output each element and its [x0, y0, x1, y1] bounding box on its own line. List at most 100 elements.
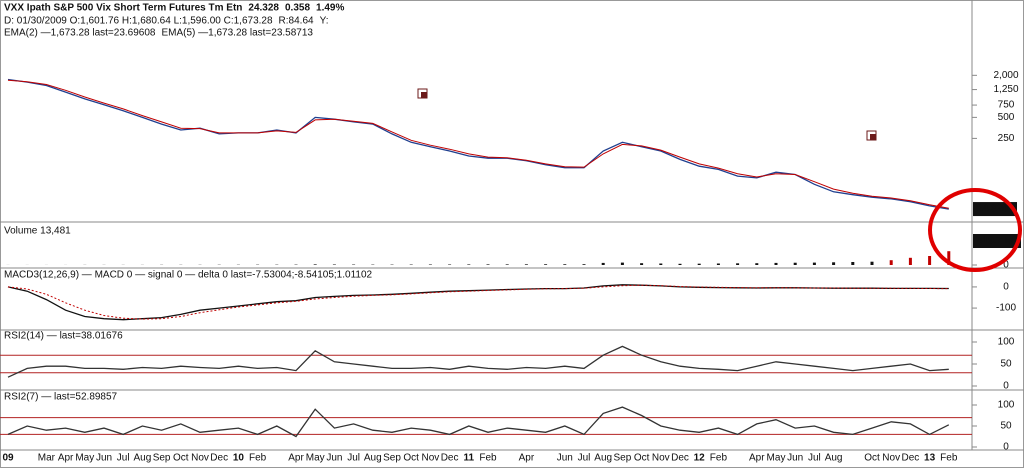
y-tick-label: 750 — [998, 100, 1015, 111]
legend-entry: EMA(5) —1,673.28 last=23.58713 — [161, 28, 313, 39]
x-tick-label: Nov — [191, 453, 209, 464]
y-tick-label: 0 — [1003, 260, 1009, 271]
ohlc-text: D: 01/30/2009 O:1,601.76 H:1,680.64 L:1,… — [4, 16, 273, 27]
x-tick-label: Feb — [479, 453, 497, 464]
x-tick-label: 12 — [694, 453, 706, 464]
volume-bar — [601, 262, 605, 265]
y-tick-label: 0 — [1003, 442, 1009, 453]
y-tick-label: 250 — [998, 133, 1015, 144]
last-value-label: 419.7 M — [977, 236, 1013, 247]
price-change-pct: 1.49% — [316, 3, 344, 14]
x-tick-label: 11 — [464, 453, 475, 464]
panel-title: RSI2(7) — last=52.89857 — [4, 392, 118, 403]
y-text: Y: — [320, 16, 329, 27]
x-tick-label: Nov — [882, 453, 900, 464]
y-tick-label: 500 — [998, 112, 1015, 123]
x-tick-label: Sep — [614, 453, 632, 464]
x-tick-label: Apr — [749, 453, 765, 464]
x-tick-label: Oct — [403, 453, 419, 464]
volume-bar — [716, 263, 720, 265]
y-tick-label: 1,250 — [993, 84, 1018, 95]
volume-bar — [582, 264, 586, 265]
panel-title: RSI2(14) — last=38.01676 — [4, 331, 123, 342]
x-tick-label: Apr — [288, 453, 304, 464]
y-tick-label: 50 — [1000, 359, 1012, 370]
volume-bar — [736, 263, 740, 265]
x-tick-label: Jul — [117, 453, 130, 464]
x-tick-label: Dec — [902, 453, 920, 464]
y-tick-label: 0 — [1003, 282, 1009, 293]
x-tick-label: Sep — [153, 453, 171, 464]
x-tick-label: Feb — [249, 453, 267, 464]
x-tick-label: Aug — [364, 453, 382, 464]
y-tick-label: 100 — [998, 400, 1015, 411]
volume-bar — [563, 264, 567, 265]
volume-bar — [313, 264, 317, 265]
event-marker — [870, 134, 876, 140]
volume-bar — [832, 262, 836, 265]
volume-bar — [851, 262, 855, 265]
x-tick-label: Dec — [210, 453, 228, 464]
volume-bar — [620, 262, 624, 265]
y-tick-label: 2,000 — [993, 70, 1018, 81]
x-tick-label: Jul — [347, 453, 360, 464]
panel-title: MACD3(12,26,9) — MACD 0 — signal 0 — del… — [4, 270, 373, 281]
x-tick-label: May — [306, 453, 325, 464]
x-tick-label: Sep — [383, 453, 401, 464]
x-tick-label: Oct — [634, 453, 650, 464]
legend-entry: EMA(2) —1,673.28 last=23.69608 — [4, 28, 156, 39]
last-value-box — [973, 234, 1021, 248]
x-tick-label: Jul — [808, 453, 821, 464]
volume-bar — [697, 263, 701, 265]
x-tick-label: Apr — [58, 453, 74, 464]
x-tick-label: Mar — [38, 453, 56, 464]
volume-bar — [640, 263, 644, 265]
x-tick-label: Dec — [671, 453, 689, 464]
event-marker — [421, 92, 427, 98]
volume-bar — [524, 264, 528, 265]
x-tick-label: Jun — [96, 453, 112, 464]
volume-bar — [774, 262, 778, 265]
volume-bar — [544, 264, 548, 265]
x-tick-label: Feb — [940, 453, 958, 464]
y-tick-label: 50 — [1000, 421, 1012, 432]
volume-bar — [812, 262, 816, 265]
price-change: 0.358 — [285, 3, 310, 14]
chart-title: VXX Ipath S&P 500 Vix Short Term Futures… — [4, 3, 242, 14]
volume-bar — [678, 263, 682, 265]
y-tick-label: 0 — [1003, 381, 1009, 392]
x-tick-label: 10 — [233, 453, 245, 464]
x-tick-label: Oct — [173, 453, 189, 464]
content: 09 Mar Apr May Jun Jul Aug Sep Oct Nov Dec 10 Feb Apr… — [0, 3, 1021, 464]
panel-title: Volume 13,481 — [4, 226, 71, 237]
x-tick-label: Jun — [557, 453, 573, 464]
volume-bar — [928, 256, 932, 265]
x-tick-label: Apr — [519, 453, 535, 464]
series-line — [7, 345, 949, 378]
last-value-label: 24.328 — [977, 204, 1008, 215]
x-tick-label: Jul — [578, 453, 591, 464]
volume-bar — [505, 264, 509, 265]
y-tick-label: -100 — [996, 303, 1016, 314]
volume-bar — [486, 264, 490, 265]
volume-bar — [947, 251, 951, 265]
x-tick-label: Jun — [787, 453, 803, 464]
y-tick-label: 100 — [998, 337, 1015, 348]
series-line — [7, 406, 950, 438]
x-tick-label: Aug — [594, 453, 612, 464]
x-tick-label: Feb — [710, 453, 728, 464]
volume-bar — [870, 261, 874, 265]
x-tick-label: Jun — [326, 453, 342, 464]
x-tick-label: May — [767, 453, 786, 464]
volume-bar — [467, 264, 471, 265]
x-tick-label: Aug — [825, 453, 843, 464]
highlight-circle — [928, 188, 1022, 272]
x-tick-label: Oct — [864, 453, 880, 464]
r-text: R:84.64 — [279, 16, 314, 27]
x-tick-label: Dec — [441, 453, 459, 464]
x-tick-label: Nov — [422, 453, 440, 464]
x-tick-label: Aug — [134, 453, 152, 464]
last-value-box — [973, 202, 1017, 217]
